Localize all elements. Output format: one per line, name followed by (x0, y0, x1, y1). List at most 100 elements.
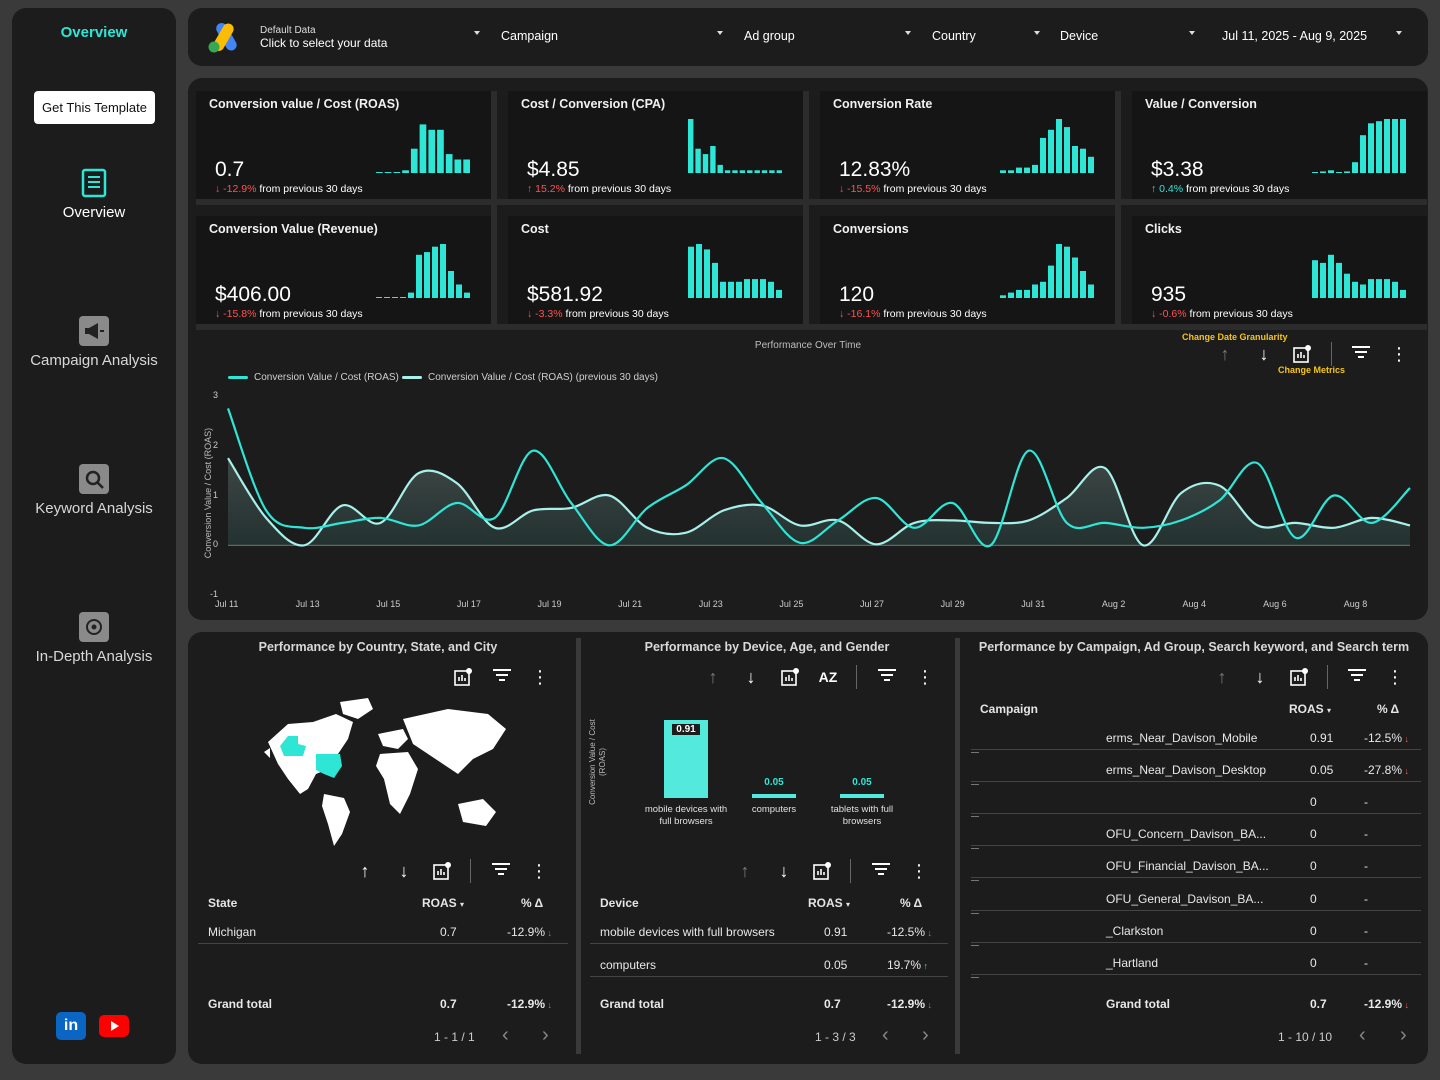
drill-down-icon[interactable]: ↓ (399, 861, 409, 881)
change-metrics-icon[interactable] (811, 861, 833, 885)
kpi-card: Conversion value / Cost (ROAS) 0.7 ↓ -12.9… (196, 91, 491, 199)
more-options-icon[interactable]: ⋮ (1390, 344, 1408, 364)
filter-icon[interactable] (491, 667, 513, 687)
device-bar[interactable] (752, 793, 796, 798)
col-header-state[interactable]: State (208, 896, 238, 910)
get-template-button[interactable]: Get This Template (34, 91, 155, 124)
drill-down-icon[interactable]: ↓ (1259, 344, 1269, 364)
col-header-delta[interactable]: % Δ (900, 896, 923, 910)
change-metrics-icon[interactable] (431, 861, 453, 885)
geo-section-title: Performance by Country, State, and City (258, 640, 498, 654)
ad-group-filter[interactable]: Ad group (744, 29, 795, 43)
row-roas: 0 (1310, 795, 1317, 810)
trend-arrow-icon: ↓ (527, 308, 536, 320)
prev-page-icon[interactable]: ‹ (502, 1024, 509, 1046)
col-header-device[interactable]: Device (600, 896, 639, 910)
country-filter[interactable]: Country (932, 29, 976, 43)
device-filter[interactable]: Device (1060, 29, 1099, 43)
series-line-current[interactable] (226, 408, 1411, 548)
total-delta-value: -12.9% (507, 997, 546, 1011)
highlighted-country[interactable] (316, 754, 342, 778)
more-options-icon[interactable]: ⋮ (531, 667, 549, 687)
next-page-icon[interactable]: › (922, 1024, 929, 1046)
drill-up-icon[interactable]: ↑ (708, 667, 718, 687)
row-divider (971, 781, 1421, 783)
caret-down-icon[interactable] (474, 31, 480, 35)
sort-az-icon[interactable]: AZ (818, 669, 838, 685)
more-options-icon[interactable]: ⋮ (910, 861, 928, 881)
nav-overview[interactable]: Overview (12, 168, 176, 221)
more-options-icon[interactable]: ⋮ (1386, 667, 1404, 687)
drill-up-icon[interactable]: ↑ (360, 861, 370, 881)
kpi-change: ↓ -3.3% from previous 30 days (527, 308, 669, 320)
sparkline-bar (454, 159, 462, 173)
date-range-picker[interactable]: Jul 11, 2025 - Aug 9, 2025 (1222, 29, 1368, 43)
device-bar[interactable] (840, 793, 884, 798)
col-header-roas[interactable]: ROAS ▾ (1289, 702, 1331, 716)
campaign-filter[interactable]: Campaign (501, 29, 558, 43)
row-delta-value: - (1364, 795, 1368, 810)
change-metrics-icon[interactable] (779, 667, 801, 691)
kpi-change-suffix: from previous 30 days (1186, 308, 1293, 320)
filter-icon[interactable] (876, 667, 898, 687)
sparkline-bar (696, 244, 702, 298)
drill-down-icon[interactable]: ↓ (779, 861, 789, 881)
caret-down-icon[interactable] (905, 31, 911, 35)
next-page-icon[interactable]: › (542, 1024, 549, 1046)
drill-up-icon[interactable]: ↑ (1217, 667, 1227, 687)
nav-in-depth-analysis[interactable]: In-Depth Analysis (12, 612, 176, 665)
row-label: computers (600, 958, 657, 972)
sparkline-bar (776, 170, 782, 173)
col-header-roas[interactable]: ROAS ▾ (422, 896, 464, 910)
col-header-campaign[interactable]: Campaign (980, 702, 1039, 716)
youtube-icon[interactable] (99, 1015, 129, 1037)
row-roas: 0 (1310, 955, 1317, 970)
data-source-selector[interactable]: Default Data Click to select your data (260, 25, 387, 50)
row-roas: 0.05 (824, 958, 848, 972)
drill-up-icon[interactable]: ↑ (1220, 344, 1230, 364)
prev-page-icon[interactable]: ‹ (1359, 1024, 1366, 1046)
col-header-delta[interactable]: % Δ (521, 896, 544, 910)
more-options-icon[interactable]: ⋮ (916, 667, 934, 687)
kpi-change: ↓ -0.6% from previous 30 days (1151, 308, 1293, 320)
sparkline-bar (1072, 146, 1078, 173)
filter-icon[interactable] (1350, 344, 1372, 364)
prev-page-icon[interactable]: ‹ (882, 1024, 889, 1046)
row-roas: 0.91 (824, 925, 848, 939)
filter-icon[interactable] (870, 861, 892, 881)
filter-icon[interactable] (490, 861, 512, 881)
more-options-icon[interactable]: ⋮ (530, 861, 548, 881)
highlighted-country[interactable] (280, 736, 306, 756)
world-map[interactable] (258, 694, 508, 849)
row-label: OFU_Concern_Davison_BA... (1106, 827, 1267, 842)
drill-up-icon[interactable]: ↑ (740, 861, 750, 881)
change-metrics-icon[interactable] (452, 667, 474, 691)
kpi-title: Value / Conversion (1145, 97, 1257, 111)
linkedin-icon[interactable]: in (56, 1012, 86, 1040)
caret-down-icon[interactable] (1034, 31, 1040, 35)
sparkline-bar (1336, 172, 1342, 173)
drill-down-icon[interactable]: ↓ (746, 667, 756, 687)
col-header-delta[interactable]: % Δ (1377, 702, 1400, 716)
change-metrics-icon[interactable] (1291, 344, 1313, 368)
sparkline-bar (1352, 162, 1358, 173)
filter-icon[interactable] (1346, 667, 1368, 687)
trend-arrow-icon: ↓ (839, 308, 848, 320)
total-delta: -12.9% ↓ (507, 997, 552, 1011)
nav-label: Overview (62, 204, 126, 221)
change-metrics-icon[interactable] (1288, 667, 1310, 691)
total-delta-value: -12.9% (887, 997, 926, 1011)
sparkline-bar (1384, 119, 1390, 173)
sparkline-bar (448, 271, 454, 298)
nav-campaign-analysis[interactable]: Campaign Analysis (12, 316, 176, 369)
next-page-icon[interactable]: › (1400, 1024, 1407, 1046)
drill-down-icon[interactable]: ↓ (1255, 667, 1265, 687)
caret-down-icon[interactable] (717, 31, 723, 35)
series-line-previous[interactable] (227, 457, 1411, 547)
col-header-roas[interactable]: ROAS ▾ (808, 896, 850, 910)
kpi-change-value: -3.3% (535, 308, 563, 320)
caret-down-icon[interactable] (1189, 31, 1195, 35)
nav-keyword-analysis[interactable]: Keyword Analysis (12, 464, 176, 517)
kpi-sparkline (1000, 244, 1094, 298)
caret-down-icon[interactable] (1396, 31, 1402, 35)
